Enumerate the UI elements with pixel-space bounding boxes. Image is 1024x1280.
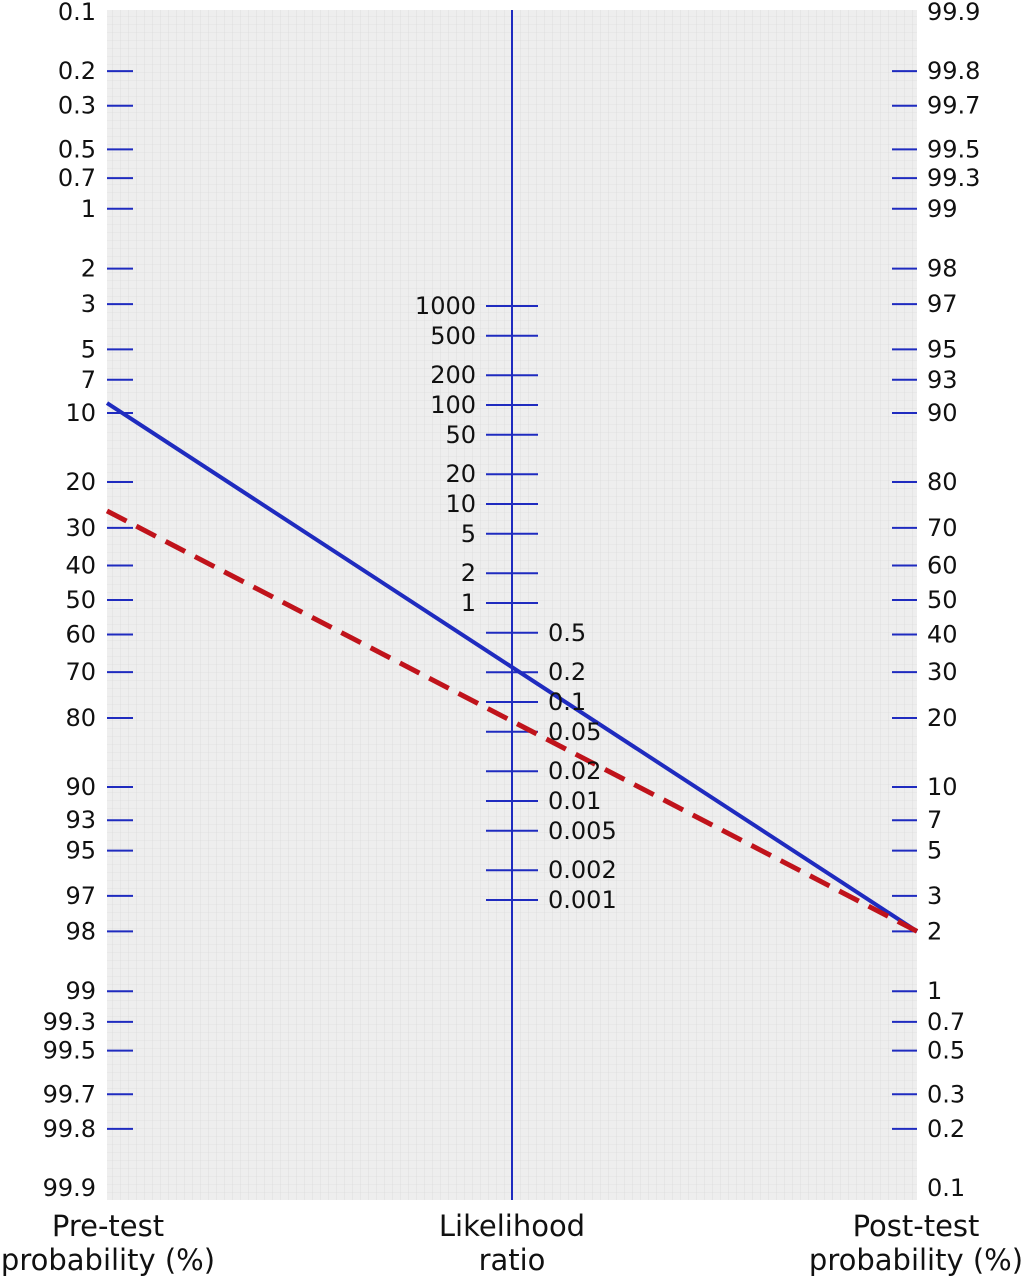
posttest-tick-label: 95	[927, 335, 958, 363]
posttest-axis-title-line-2: probability (%)	[809, 1243, 1023, 1277]
pretest-tick-label: 99.3	[43, 1008, 96, 1036]
posttest-tick-label: 1	[927, 977, 942, 1005]
likelihood-ratio-tick-label: 100	[430, 391, 476, 419]
tick-labels-layer: 0.10.20.30.50.71235710203040506070809093…	[43, 0, 981, 1202]
posttest-tick-label: 98	[927, 255, 958, 283]
likelihood-ratio-tick-label: 1	[461, 589, 476, 617]
posttest-tick-label: 99.7	[927, 92, 980, 120]
posttest-tick-label: 10	[927, 773, 958, 801]
likelihood-ratio-tick-label: 0.5	[548, 619, 586, 647]
likelihood-ratio-axis-title-line-2: ratio	[479, 1243, 546, 1277]
likelihood-ratio-tick-label: 0.001	[548, 886, 617, 914]
posttest-tick-label: 70	[927, 514, 958, 542]
likelihood-ratio-tick-label: 10	[445, 490, 476, 518]
posttest-tick-label: 0.7	[927, 1008, 965, 1036]
posttest-tick-label: 99.3	[927, 164, 980, 192]
likelihood-ratio-tick-label: 5	[461, 520, 476, 548]
likelihood-ratio-tick-label: 500	[430, 322, 476, 350]
likelihood-ratio-tick-label: 2	[461, 559, 476, 587]
likelihood-ratio-tick-label: 0.01	[548, 787, 601, 815]
pretest-tick-label: 0.7	[58, 164, 96, 192]
pretest-tick-label: 5	[81, 335, 96, 363]
pretest-tick-label: 50	[65, 586, 96, 614]
pretest-axis-title-line-2: probability (%)	[1, 1243, 215, 1277]
likelihood-ratio-tick-label: 0.05	[548, 718, 601, 746]
posttest-tick-label: 60	[927, 551, 958, 579]
posttest-tick-label: 80	[927, 468, 958, 496]
pretest-tick-label: 0.2	[58, 57, 96, 85]
series-layer	[105, 401, 919, 934]
dashed-series-line	[105, 508, 919, 934]
pretest-tick-label: 2	[81, 255, 96, 283]
posttest-tick-label: 99	[927, 195, 958, 223]
pretest-tick-label: 0.3	[58, 92, 96, 120]
pretest-tick-label: 98	[65, 917, 96, 945]
likelihood-ratio-tick-label: 0.002	[548, 856, 617, 884]
posttest-tick-label: 93	[927, 366, 958, 394]
solid-series-line	[105, 401, 919, 934]
pretest-tick-label: 80	[65, 704, 96, 732]
likelihood-ratio-tick-label: 0.2	[548, 658, 586, 686]
posttest-tick-label: 30	[927, 658, 958, 686]
pretest-tick-label: 99.5	[43, 1037, 96, 1065]
posttest-tick-label: 99.9	[927, 0, 980, 26]
likelihood-ratio-tick-label: 0.005	[548, 817, 617, 845]
posttest-axis-title-line-1: Post-test	[853, 1209, 980, 1243]
pretest-tick-label: 0.1	[58, 0, 96, 26]
likelihood-ratio-tick-label: 0.1	[548, 688, 586, 716]
pretest-tick-label: 99.9	[43, 1174, 96, 1202]
pretest-tick-label: 0.5	[58, 135, 96, 163]
pretest-tick-label: 97	[65, 882, 96, 910]
pretest-tick-label: 90	[65, 773, 96, 801]
pretest-tick-label: 7	[81, 366, 96, 394]
pretest-tick-label: 99.7	[43, 1080, 96, 1108]
likelihood-ratio-tick-label: 20	[445, 460, 476, 488]
posttest-tick-label: 0.1	[927, 1174, 965, 1202]
posttest-tick-label: 99.8	[927, 57, 980, 85]
likelihood-ratio-tick-label: 200	[430, 361, 476, 389]
posttest-tick-label: 0.3	[927, 1080, 965, 1108]
posttest-tick-label: 5	[927, 837, 942, 865]
posttest-tick-label: 0.2	[927, 1115, 965, 1143]
posttest-tick-label: 40	[927, 621, 958, 649]
pretest-axis-title-line-1: Pre-test	[52, 1209, 164, 1243]
posttest-tick-label: 99.5	[927, 135, 980, 163]
pretest-tick-label: 30	[65, 514, 96, 542]
axes-layer	[107, 10, 917, 1200]
pretest-tick-label: 93	[65, 806, 96, 834]
pretest-tick-label: 10	[65, 399, 96, 427]
pretest-tick-label: 70	[65, 658, 96, 686]
posttest-tick-label: 50	[927, 586, 958, 614]
posttest-tick-label: 90	[927, 399, 958, 427]
likelihood-ratio-tick-label: 1000	[415, 292, 476, 320]
posttest-tick-label: 3	[927, 882, 942, 910]
posttest-tick-label: 7	[927, 806, 942, 834]
pretest-tick-label: 99.8	[43, 1115, 96, 1143]
likelihood-ratio-axis-title-line-1: Likelihood	[439, 1209, 585, 1243]
pretest-tick-label: 20	[65, 468, 96, 496]
pretest-tick-label: 3	[81, 290, 96, 318]
pretest-tick-label: 1	[81, 195, 96, 223]
pretest-tick-label: 60	[65, 621, 96, 649]
pretest-tick-label: 40	[65, 551, 96, 579]
pretest-tick-label: 95	[65, 837, 96, 865]
likelihood-ratio-tick-label: 0.02	[548, 757, 601, 785]
posttest-tick-label: 2	[927, 917, 942, 945]
posttest-tick-label: 97	[927, 290, 958, 318]
posttest-tick-label: 20	[927, 704, 958, 732]
likelihood-ratio-tick-label: 50	[445, 421, 476, 449]
posttest-tick-label: 0.5	[927, 1037, 965, 1065]
pretest-tick-label: 99	[65, 977, 96, 1005]
